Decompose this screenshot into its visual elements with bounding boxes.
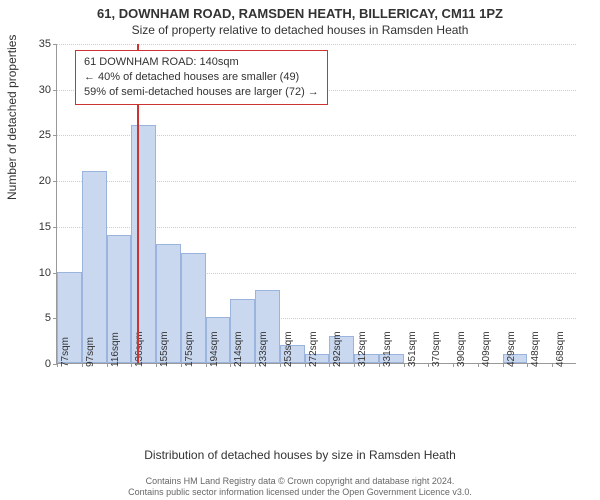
- xtick-mark: [57, 363, 58, 367]
- xtick-mark: [527, 363, 528, 367]
- xtick-label: 175sqm: [184, 331, 195, 367]
- xtick-mark: [280, 363, 281, 367]
- xtick-label: 97sqm: [85, 337, 96, 367]
- plot-region: 0510152025303577sqm97sqm116sqm136sqm155s…: [56, 44, 576, 364]
- ytick-mark: [53, 181, 57, 182]
- xtick-mark: [255, 363, 256, 367]
- ytick-label: 5: [45, 312, 51, 324]
- ytick-mark: [53, 90, 57, 91]
- xtick-label: 468sqm: [555, 331, 566, 367]
- xtick-mark: [305, 363, 306, 367]
- xtick-mark: [206, 363, 207, 367]
- footer-attribution: Contains HM Land Registry data © Crown c…: [0, 476, 600, 499]
- xtick-mark: [230, 363, 231, 367]
- xtick-mark: [428, 363, 429, 367]
- xtick-label: 429sqm: [506, 331, 517, 367]
- footer-line: Contains HM Land Registry data © Crown c…: [0, 476, 600, 487]
- xtick-mark: [478, 363, 479, 367]
- grid-line: [57, 44, 576, 45]
- xtick-mark: [354, 363, 355, 367]
- ytick-mark: [53, 135, 57, 136]
- histogram-bar: [131, 125, 156, 363]
- xtick-label: 351sqm: [407, 331, 418, 367]
- xtick-mark: [107, 363, 108, 367]
- xtick-label: 214sqm: [233, 331, 244, 367]
- annotation-line: 59% of semi-detached houses are larger (…: [84, 85, 319, 100]
- xtick-label: 272sqm: [308, 331, 319, 367]
- footer-line: Contains public sector information licen…: [0, 487, 600, 498]
- xtick-mark: [404, 363, 405, 367]
- histogram-bar: [82, 171, 107, 363]
- annotation-line: 61 DOWNHAM ROAD: 140sqm: [84, 55, 319, 70]
- xtick-label: 370sqm: [431, 331, 442, 367]
- ytick-label: 15: [39, 221, 51, 233]
- xtick-label: 331sqm: [382, 331, 393, 367]
- xtick-mark: [379, 363, 380, 367]
- xtick-label: 448sqm: [530, 331, 541, 367]
- ytick-mark: [53, 227, 57, 228]
- xtick-label: 390sqm: [456, 331, 467, 367]
- xtick-label: 312sqm: [357, 331, 368, 367]
- ytick-label: 0: [45, 358, 51, 370]
- ytick-mark: [53, 44, 57, 45]
- xtick-mark: [329, 363, 330, 367]
- xtick-label: 77sqm: [60, 337, 71, 367]
- annotation-line: ← 40% of detached houses are smaller (49…: [84, 70, 319, 85]
- annotation-box: 61 DOWNHAM ROAD: 140sqm ← 40% of detache…: [75, 50, 328, 105]
- xtick-label: 253sqm: [283, 331, 294, 367]
- ytick-label: 25: [39, 129, 51, 141]
- xtick-mark: [552, 363, 553, 367]
- xtick-label: 194sqm: [209, 331, 220, 367]
- xtick-mark: [453, 363, 454, 367]
- xtick-mark: [156, 363, 157, 367]
- ytick-label: 20: [39, 175, 51, 187]
- title-block: 61, DOWNHAM ROAD, RAMSDEN HEATH, BILLERI…: [0, 0, 600, 37]
- ytick-label: 30: [39, 84, 51, 96]
- xtick-mark: [82, 363, 83, 367]
- xtick-label: 155sqm: [159, 331, 170, 367]
- x-axis-label: Distribution of detached houses by size …: [0, 448, 600, 462]
- ytick-label: 10: [39, 267, 51, 279]
- xtick-label: 233sqm: [258, 331, 269, 367]
- xtick-mark: [131, 363, 132, 367]
- xtick-label: 292sqm: [332, 331, 343, 367]
- xtick-label: 409sqm: [481, 331, 492, 367]
- chart-title-main: 61, DOWNHAM ROAD, RAMSDEN HEATH, BILLERI…: [0, 6, 600, 21]
- xtick-mark: [503, 363, 504, 367]
- chart-area: 0510152025303577sqm97sqm116sqm136sqm155s…: [56, 44, 576, 404]
- y-axis-label: Number of detached properties: [5, 35, 19, 200]
- ytick-label: 35: [39, 38, 51, 50]
- xtick-label: 116sqm: [110, 332, 121, 367]
- chart-title-sub: Size of property relative to detached ho…: [0, 23, 600, 37]
- xtick-mark: [181, 363, 182, 367]
